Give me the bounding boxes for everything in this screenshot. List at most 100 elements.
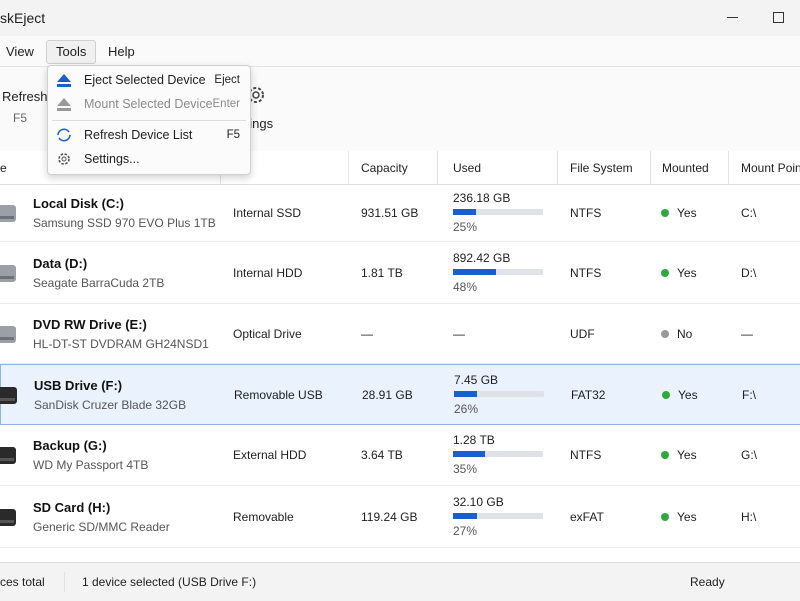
mounted: Yes — [677, 510, 697, 524]
usage-percent: 27% — [453, 524, 478, 538]
mount-point: G:\ — [741, 448, 758, 462]
status-bar: ces total 1 device selected (USB Drive F… — [0, 562, 800, 601]
mount-point: F:\ — [742, 388, 756, 402]
mounted: Yes — [677, 448, 697, 462]
usage-percent: 26% — [454, 402, 479, 416]
capacity: 931.51 GB — [361, 206, 419, 220]
used: — — [453, 327, 465, 341]
device-type: Internal HDD — [233, 266, 303, 280]
device-type: Removable — [233, 510, 294, 524]
menu-icon — [56, 73, 72, 87]
device-type: External HDD — [233, 448, 307, 462]
menu-option[interactable]: Mount Selected Device — [84, 97, 213, 111]
device-name: Data (D:) — [33, 256, 88, 271]
status-total: ces total — [0, 575, 45, 589]
mount-point: C:\ — [741, 206, 757, 220]
capacity: — — [361, 327, 373, 341]
file-system: FAT32 — [571, 388, 606, 402]
device-model: Generic SD/MMC Reader — [33, 520, 170, 534]
device-icon — [0, 505, 18, 529]
column-header[interactable]: e — [0, 161, 7, 175]
usage-track — [453, 513, 543, 519]
mounted: Yes — [677, 266, 697, 280]
device-model: Seagate BarraCuda 2TB — [33, 276, 165, 290]
device-type: Internal SSD — [233, 206, 302, 220]
device-row[interactable]: Data (D:) Seagate BarraCuda 2TB Internal H… — [0, 242, 800, 304]
device-type: Removable USB — [234, 388, 323, 402]
menu-item[interactable]: Tools — [56, 44, 87, 59]
used: 892.42 GB — [453, 251, 511, 265]
maximize-button[interactable] — [773, 12, 784, 23]
usage-track — [453, 269, 543, 275]
used: 32.10 GB — [453, 495, 504, 509]
device-icon — [0, 322, 18, 346]
menu-item[interactable]: View — [6, 44, 34, 59]
device-name: DVD RW Drive (E:) — [33, 317, 147, 332]
used: 236.18 GB — [453, 191, 511, 205]
column-header[interactable]: Used — [453, 161, 482, 175]
device-name: USB Drive (F:) — [34, 378, 123, 393]
usage-bar — [453, 513, 478, 519]
menu-highlight — [46, 40, 96, 64]
capacity: 28.91 GB — [362, 388, 413, 402]
window-title: skEject — [0, 10, 46, 26]
menu-option[interactable]: Refresh Device List — [84, 128, 193, 142]
device-icon — [0, 383, 19, 407]
menu-option[interactable]: Settings... — [84, 152, 140, 166]
menu-separator — [52, 120, 246, 121]
mounted-dot — [661, 513, 669, 521]
mounted: Yes — [678, 388, 698, 402]
refresh-button[interactable]: Refresh — [2, 89, 48, 104]
column-header[interactable]: File System — [570, 161, 633, 175]
usage-percent: 48% — [453, 280, 478, 294]
mounted-dot — [661, 209, 669, 217]
device-type: Optical Drive — [233, 327, 302, 341]
tools-dropdown: Eject Selected Device Eject Mount Selected… — [47, 65, 251, 175]
device-row[interactable]: USB Drive (F:) SanDisk Cruzer Blade 32GB R… — [0, 364, 800, 425]
menu-icon — [56, 97, 72, 111]
mount-point: — — [741, 327, 753, 341]
usage-bar — [453, 209, 476, 215]
device-name: Backup (G:) — [33, 438, 107, 453]
menu-bar: View Tools Help — [0, 36, 800, 67]
status-state: Ready — [690, 575, 725, 589]
menu-icon — [56, 152, 72, 166]
device-icon — [0, 261, 18, 285]
capacity: 3.64 TB — [361, 448, 403, 462]
device-row[interactable]: Backup (G:) WD My Passport 4TB External HD… — [0, 424, 800, 486]
usage-bar — [454, 391, 478, 397]
mounted: No — [677, 327, 693, 341]
status-selection: 1 device selected (USB Drive F:) — [82, 575, 257, 589]
file-system: NTFS — [570, 448, 602, 462]
column-header[interactable]: Mounted — [662, 161, 709, 175]
device-row[interactable]: DVD RW Drive (E:) HL-DT-ST DVDRAM GH24NSD… — [0, 304, 800, 364]
device-icon — [0, 443, 18, 467]
column-header[interactable]: Capacity — [361, 161, 408, 175]
mount-point: H:\ — [741, 510, 757, 524]
device-name: SD Card (H:) — [33, 500, 111, 515]
mount-point: D:\ — [741, 266, 757, 280]
menu-item[interactable]: Help — [108, 44, 135, 59]
menu-shortcut: Eject — [214, 74, 240, 86]
usage-track — [453, 209, 543, 215]
shortcut: F5 — [13, 111, 28, 125]
device-icon — [0, 201, 18, 225]
device-model: SanDisk Cruzer Blade 32GB — [34, 398, 187, 412]
menu-shortcut: Enter — [212, 98, 241, 110]
mounted-dot — [661, 269, 669, 277]
device-row[interactable]: Local Disk (C:) Samsung SSD 970 EVO Plus … — [0, 184, 800, 242]
column-header[interactable]: Mount Point — [741, 161, 800, 175]
device-name: Local Disk (C:) — [33, 196, 125, 211]
device-row[interactable]: SD Card (H:) Generic SD/MMC Reader Removab… — [0, 486, 800, 548]
menu-option[interactable]: Eject Selected Device — [84, 73, 206, 87]
mounted: Yes — [677, 206, 697, 220]
mounted-dot — [662, 391, 670, 399]
device-model: Samsung SSD 970 EVO Plus 1TB — [33, 216, 216, 230]
device-model: HL-DT-ST DVDRAM GH24NSD1 — [33, 337, 209, 351]
file-system: NTFS — [570, 266, 602, 280]
usage-bar — [453, 269, 497, 275]
minimize-button[interactable] — [727, 17, 738, 18]
usage-bar — [453, 451, 485, 457]
usage-track — [454, 391, 544, 397]
